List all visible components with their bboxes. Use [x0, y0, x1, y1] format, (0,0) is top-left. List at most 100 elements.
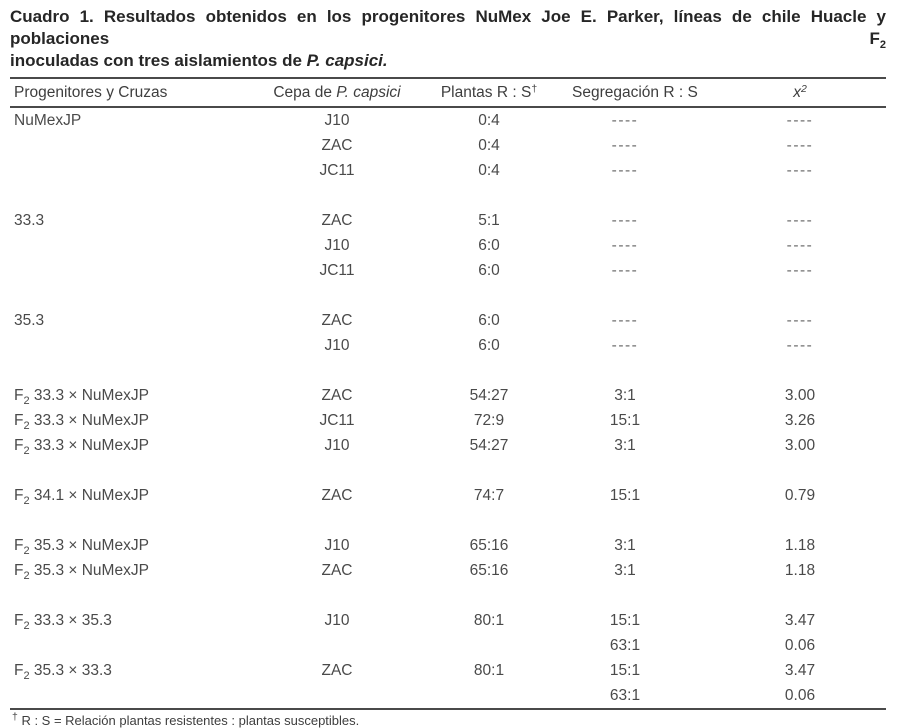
- table-cell: ----: [611, 136, 639, 154]
- table-cell: 3.47: [784, 661, 816, 679]
- table-cell: ----: [611, 236, 639, 254]
- table-group: F2 33.3 × NuMexJP ZAC 54:27 3:1 3.00 F2 33.3 …: [10, 383, 886, 458]
- table-row: ZAC 0:4 ---- ----: [10, 133, 886, 158]
- header-chi-squared: x2: [793, 82, 807, 101]
- table-cell: 63:1: [609, 686, 641, 704]
- table-row: F2 33.3 × NuMexJP J10 54:27 3:1 3.00: [10, 433, 886, 458]
- table-row: F2 33.3 × 35.3 J10 80:1 15:1 3.47: [10, 608, 886, 633]
- table-row: JC11 6:0 ---- ----: [10, 258, 886, 283]
- table-cell: F2 33.3 × NuMexJP: [14, 411, 149, 432]
- table-cell: 0:4: [478, 136, 500, 154]
- table-row: 35.3 ZAC 6:0 ---- ----: [10, 308, 886, 333]
- table-cell: ----: [611, 336, 639, 354]
- table-cell: 15:1: [609, 486, 641, 504]
- table-cell: F2 35.3 × NuMexJP: [14, 561, 149, 582]
- table-cell: J10: [324, 536, 350, 554]
- table-row: F2 35.3 × NuMexJP J10 65:16 3:1 1.18: [10, 533, 886, 558]
- table-cell: 54:27: [469, 386, 509, 404]
- table-cell: NuMexJP: [14, 111, 82, 129]
- top-rule: [10, 77, 886, 79]
- header-progenitores: Progenitores y Cruzas: [14, 83, 168, 101]
- table-cell: 65:16: [469, 536, 509, 554]
- table-cell: 74:7: [473, 486, 505, 504]
- table-row: F2 33.3 × NuMexJP ZAC 54:27 3:1 3.00: [10, 383, 886, 408]
- table-cell: 5:1: [478, 211, 500, 229]
- table-cell: 3.47: [784, 611, 816, 629]
- table-cell: ----: [786, 236, 814, 254]
- table-row: 33.3 ZAC 5:1 ---- ----: [10, 208, 886, 233]
- header-row: Progenitores y Cruzas Cepa de P. capsici…: [10, 79, 886, 106]
- table-group: F2 35.3 × NuMexJP J10 65:16 3:1 1.18 F2 35.3 …: [10, 533, 886, 583]
- table-cell: ZAC: [321, 661, 353, 679]
- table-cell: ----: [611, 261, 639, 279]
- table-cell: 80:1: [473, 661, 505, 679]
- table-cell: J10: [324, 336, 350, 354]
- table-cell: 15:1: [609, 411, 641, 429]
- header-segregacion: Segregación R : S: [572, 83, 698, 101]
- table-cell: ZAC: [321, 386, 353, 404]
- table-cell: 3:1: [614, 561, 636, 579]
- table-body: NuMexJP J10 0:4 ---- ---- ZAC 0:4 ---- ---- JC11 0…: [10, 108, 886, 708]
- table-cell: 6:0: [478, 236, 500, 254]
- table-cell: ----: [786, 261, 814, 279]
- table-row: F2 34.1 × NuMexJP ZAC 74:7 15:1 0.79: [10, 483, 886, 508]
- table-cell: F2 34.1 × NuMexJP: [14, 486, 149, 507]
- table-cell: 33.3: [14, 211, 45, 229]
- title-line-2: inoculadas con tres aislamientos de P. c…: [10, 50, 886, 72]
- table-row: 63:1 0.06: [10, 633, 886, 658]
- table-cell: 80:1: [473, 611, 505, 629]
- table-cell: JC11: [319, 411, 355, 429]
- table-cell: 6:0: [478, 336, 500, 354]
- table-cell: 65:16: [469, 561, 509, 579]
- table-cell: ZAC: [321, 311, 353, 329]
- table-group: F2 34.1 × NuMexJP ZAC 74:7 15:1 0.79: [10, 483, 886, 508]
- table-cell: 0.06: [784, 636, 816, 654]
- header-cepa: Cepa de P. capsici: [273, 83, 401, 101]
- table-cell: 0.06: [784, 686, 816, 704]
- table-cell: 1.18: [784, 561, 816, 579]
- table-cell: F2 33.3 × 35.3: [14, 611, 112, 632]
- title-line-2-italic: P. capsici.: [306, 51, 388, 70]
- table-cell: F2 35.3 × 33.3: [14, 661, 112, 682]
- table-cell: 0:4: [478, 111, 500, 129]
- table-cell: F2 33.3 × NuMexJP: [14, 436, 149, 457]
- table-title: Cuadro 1. Resultados obtenidos en los pr…: [10, 6, 886, 72]
- table-cell: ZAC: [321, 486, 353, 504]
- table-cell: 0:4: [478, 161, 500, 179]
- table-cell: ----: [786, 336, 814, 354]
- table-row: 63:1 0.06: [10, 683, 886, 708]
- table-cell: ----: [611, 111, 639, 129]
- table-cell: 54:27: [469, 436, 509, 454]
- table-cell: J10: [324, 236, 350, 254]
- table-cell: 3.00: [784, 386, 816, 404]
- table-row: NuMexJP J10 0:4 ---- ----: [10, 108, 886, 133]
- table-cell: ZAC: [321, 211, 353, 229]
- header-plantas: Plantas R : S†: [440, 82, 538, 101]
- table-cell: J10: [324, 611, 350, 629]
- table-cell: ----: [786, 311, 814, 329]
- table-cell: 15:1: [609, 611, 641, 629]
- table-cell: F2 33.3 × NuMexJP: [14, 386, 149, 407]
- table-group: 33.3 ZAC 5:1 ---- ---- J10 6:0 ---- ---- JC11 6:0 -…: [10, 208, 886, 283]
- table-cell: 35.3: [14, 311, 45, 329]
- table-cell: 3.00: [784, 436, 816, 454]
- table-row: F2 35.3 × 33.3 ZAC 80:1 15:1 3.47: [10, 658, 886, 683]
- table-cell: ----: [786, 136, 814, 154]
- table-cell: ----: [611, 211, 639, 229]
- title-line-2-plain: inoculadas con tres aislamientos de: [10, 51, 307, 70]
- header-rule: [10, 106, 886, 108]
- table-cell: 0.79: [784, 486, 816, 504]
- table-cell: 6:0: [478, 261, 500, 279]
- footnote: † R : S = Relación plantas resistentes :…: [12, 711, 360, 728]
- table-group: F2 33.3 × 35.3 J10 80:1 15:1 3.47 63:1 0.06 F2 …: [10, 608, 886, 708]
- table-cell: JC11: [319, 161, 355, 179]
- table-cell: 3:1: [614, 536, 636, 554]
- table-row: F2 33.3 × NuMexJP JC11 72:9 15:1 3.26: [10, 408, 886, 433]
- table-cell: 72:9: [473, 411, 505, 429]
- table-cell: ----: [611, 311, 639, 329]
- table-row: JC11 0:4 ---- ----: [10, 158, 886, 183]
- table-cell: ----: [786, 111, 814, 129]
- table-cell: J10: [324, 111, 350, 129]
- bottom-rule: [10, 708, 886, 710]
